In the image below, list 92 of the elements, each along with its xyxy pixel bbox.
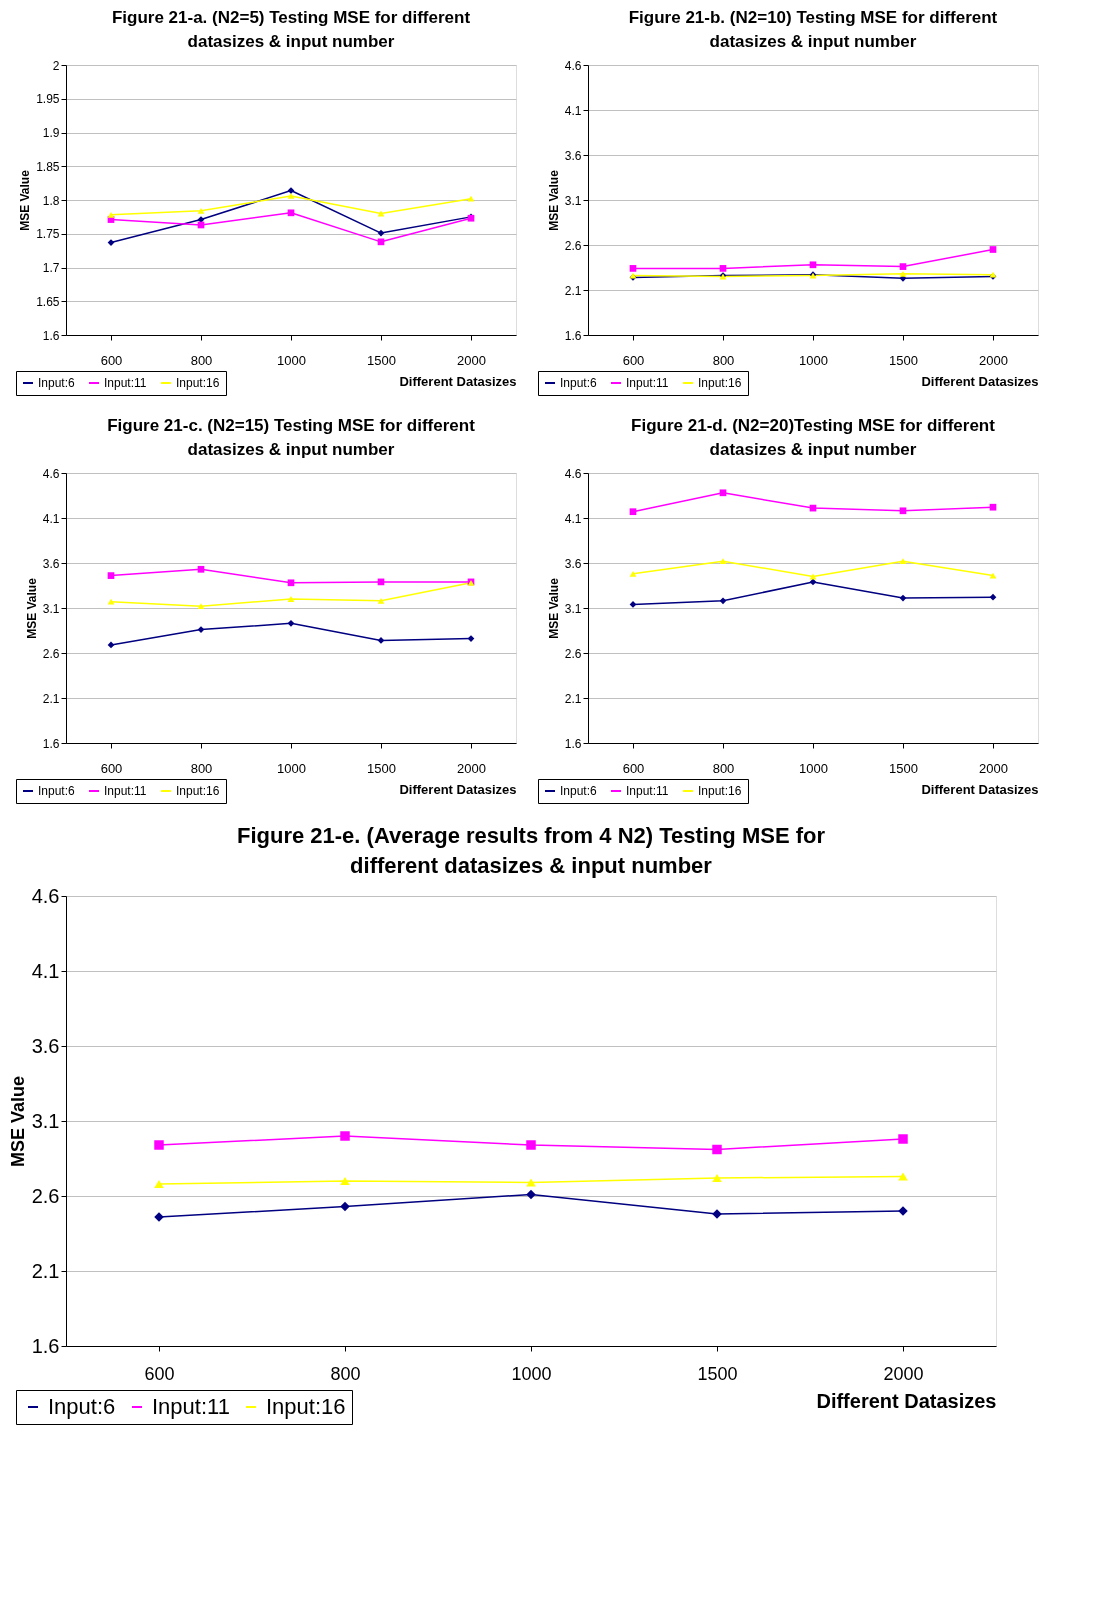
y-tick-label: 2.6 xyxy=(564,238,582,253)
y-tick-label: 2.1 xyxy=(31,1259,60,1282)
legend-label: Input:11 xyxy=(104,376,147,390)
x-tick-label: 800 xyxy=(330,1363,361,1384)
legend-label: Input:6 xyxy=(38,376,76,390)
y-tick-label: 4.6 xyxy=(564,58,582,73)
x-tick-label: 1500 xyxy=(367,352,396,368)
legend-label: Input:16 xyxy=(266,1394,346,1419)
y-tick-label: 1.8 xyxy=(42,193,60,208)
y-axis-title: MSE Value xyxy=(18,169,33,231)
y-tick-label: 2.1 xyxy=(564,691,582,706)
x-tick-label: 1000 xyxy=(799,352,828,368)
x-tick-label: 600 xyxy=(144,1363,175,1384)
y-axis-title: MSE Value xyxy=(7,1075,28,1168)
x-tick-label: 1500 xyxy=(889,352,918,368)
y-tick-label: 1.6 xyxy=(564,736,582,751)
x-tick-label: 2000 xyxy=(457,760,486,776)
y-axis-title: MSE Value xyxy=(24,577,39,639)
y-tick-label: 1.7 xyxy=(42,261,60,275)
chart-title: Figure 21-e. (Average results from 4 N2) Testing MSE for different datasizes & input number xyxy=(236,823,826,878)
y-tick-label: 3.1 xyxy=(42,601,60,616)
x-tick-label: 600 xyxy=(622,760,645,776)
y-tick-label: 3.6 xyxy=(564,556,582,571)
y-tick-label: 4.6 xyxy=(564,466,582,481)
y-tick-label: 1.75 xyxy=(36,227,60,242)
y-tick-label: 2.6 xyxy=(564,646,582,661)
x-tick-label: 1500 xyxy=(889,760,918,776)
y-axis-title: MSE Value xyxy=(546,169,561,231)
x-tick-label: 800 xyxy=(712,760,735,776)
x-tick-label: 2000 xyxy=(457,352,486,368)
x-tick-label: 1000 xyxy=(799,760,828,776)
y-tick-label: 3.1 xyxy=(564,193,582,208)
y-tick-label: 4.1 xyxy=(564,103,582,118)
y-tick-label: 3.1 xyxy=(31,1109,60,1132)
x-tick-label: 1500 xyxy=(697,1363,738,1384)
legend-label: Input:16 xyxy=(698,376,742,390)
y-tick-label: 2.6 xyxy=(31,1184,60,1207)
legend-label: Input:11 xyxy=(626,376,669,390)
y-tick-label: 1.6 xyxy=(42,328,60,343)
legend-label: Input:16 xyxy=(176,784,220,798)
x-tick-label: 800 xyxy=(190,760,213,776)
y-tick-label: 4.1 xyxy=(564,511,582,526)
y-tick-label: 1.65 xyxy=(36,294,60,309)
legend-label: Input:6 xyxy=(38,784,76,798)
y-tick-label: 3.1 xyxy=(564,601,582,616)
x-tick-label: 800 xyxy=(190,352,213,368)
x-tick-label: 1000 xyxy=(277,760,306,776)
legend-label: Input:11 xyxy=(104,784,147,798)
y-tick-label: 1.85 xyxy=(36,159,60,174)
chart-title: Figure 21-d. (N2=20)Testing MSE for different datasizes & input number xyxy=(631,416,996,459)
x-tick-label: 2000 xyxy=(979,352,1008,368)
x-tick-label: 600 xyxy=(100,352,123,368)
legend-label: Input:11 xyxy=(626,784,669,798)
x-axis-title: Different Datasizes xyxy=(921,781,1039,797)
y-tick-label: 1.6 xyxy=(564,328,582,343)
x-axis-title: Different Datasizes xyxy=(921,373,1039,389)
x-axis-title: Different Datasizes xyxy=(399,781,517,797)
y-tick-label: 3.6 xyxy=(42,556,60,571)
y-tick-label: 4.1 xyxy=(42,511,60,526)
x-tick-label: 2000 xyxy=(979,760,1008,776)
legend-label: Input:6 xyxy=(48,1394,116,1419)
y-tick-label: 3.6 xyxy=(31,1034,60,1057)
chart-title: Figure 21-a. (N2=5) Testing MSE for different datasizes & input number xyxy=(111,8,471,51)
x-tick-label: 800 xyxy=(712,352,735,368)
legend-label: Input:6 xyxy=(560,784,598,798)
y-tick-label: 2 xyxy=(52,58,60,73)
chart-title: Figure 21-c. (N2=15) Testing MSE for different datasizes & input number xyxy=(107,416,476,459)
legend-label: Input:6 xyxy=(560,376,598,390)
y-tick-label: 4.6 xyxy=(42,466,60,481)
x-tick-label: 1000 xyxy=(277,352,306,368)
legend-label: Input:16 xyxy=(698,784,742,798)
y-axis-title: MSE Value xyxy=(546,577,561,639)
y-tick-label: 3.6 xyxy=(564,148,582,163)
x-tick-label: 600 xyxy=(622,352,645,368)
x-tick-label: 2000 xyxy=(883,1363,924,1384)
legend-label: Input:16 xyxy=(176,376,220,390)
y-tick-label: 4.1 xyxy=(31,959,60,982)
y-tick-label: 1.95 xyxy=(36,92,60,107)
x-tick-label: 600 xyxy=(100,760,123,776)
y-tick-label: 1.6 xyxy=(42,736,60,751)
y-tick-label: 4.6 xyxy=(31,884,60,907)
y-tick-label: 2.6 xyxy=(42,646,60,661)
x-axis-title: Different Datasizes xyxy=(399,373,517,389)
x-tick-label: 1500 xyxy=(367,760,396,776)
y-tick-label: 2.1 xyxy=(564,283,582,298)
y-tick-label: 1.9 xyxy=(42,126,60,140)
legend-label: Input:11 xyxy=(152,1394,230,1419)
y-tick-label: 2.1 xyxy=(42,691,60,706)
y-tick-label: 1.6 xyxy=(31,1334,60,1357)
x-axis-title: Different Datasizes xyxy=(816,1389,997,1412)
x-tick-label: 1000 xyxy=(511,1363,552,1384)
chart-title: Figure 21-b. (N2=10) Testing MSE for different datasizes & input number xyxy=(628,8,998,51)
